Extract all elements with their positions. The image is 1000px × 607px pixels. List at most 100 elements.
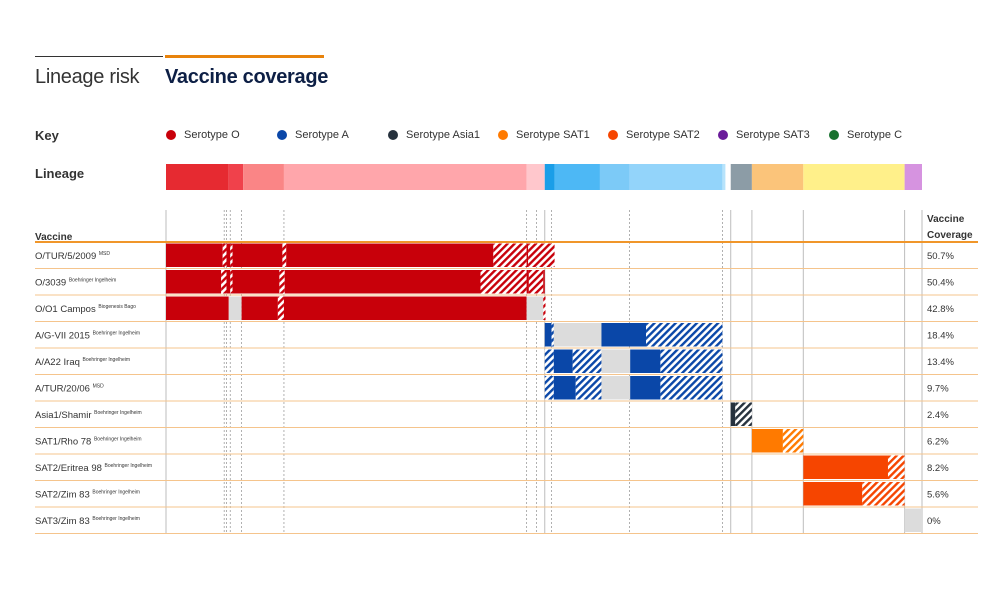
- coverage-segment: [630, 376, 661, 400]
- manufacturer-label: Biogenesis Bago: [98, 304, 136, 310]
- manufacturer-label: Boehringer Ingelheim: [94, 437, 142, 443]
- coverage-segment: [544, 323, 552, 347]
- vaccine-label: A/A22 Iraq Boehringer Ingelheim: [35, 357, 130, 368]
- coverage-segment: [803, 455, 888, 479]
- coverage-value: 50.7%: [927, 251, 954, 262]
- tab-vaccine-coverage[interactable]: Vaccine coverage: [165, 66, 329, 88]
- key-label: Serotype C: [847, 129, 903, 141]
- lineage-segment: [544, 164, 555, 190]
- key-item-serotype-c: Serotype C: [829, 128, 902, 142]
- key-item-serotype-sat1: Serotype SAT1: [498, 128, 590, 142]
- table-row: O/3039 Boehringer Ingelheim 50.4%: [35, 270, 954, 294]
- vaccine-label: A/TUR/20/06 MSD: [35, 384, 104, 395]
- lineage-title: Lineage: [35, 166, 85, 181]
- vaccine-label: O/O1 Campos Biogenesis Bago: [35, 304, 136, 315]
- key-label: Serotype A: [295, 129, 349, 141]
- manufacturer-label: Boehringer Ingelheim: [93, 331, 141, 337]
- coverage-segment: [226, 270, 231, 294]
- key-item-serotype-sat3: Serotype SAT3: [718, 128, 810, 142]
- key-item-serotype-sat2: Serotype SAT2: [608, 128, 700, 142]
- lineage-segment: [554, 164, 600, 190]
- key-dot-icon: [829, 130, 839, 140]
- manufacturer-label: Boehringer Ingelheim: [83, 357, 131, 363]
- key-label: Serotype SAT3: [736, 129, 810, 141]
- coverage-segment: [551, 323, 554, 347]
- coverage-segment: [528, 270, 544, 294]
- coverage-segment: [544, 349, 554, 373]
- coverage-segment: [166, 243, 223, 267]
- key-dot-icon: [166, 130, 176, 140]
- coverage-segment: [575, 376, 602, 400]
- lineage-segment: [904, 164, 922, 190]
- coverage-segment: [730, 402, 736, 426]
- coverage-segment: [286, 243, 494, 267]
- table-row: SAT2/Eritrea 98 Boehringer Ingelheim 8.2%: [35, 455, 949, 479]
- coverage-segment: [553, 376, 576, 400]
- tab-rule-lineage-risk: [35, 56, 163, 57]
- vaccine-label: SAT3/Zim 83 Boehringer Ingelheim: [35, 516, 140, 527]
- key-dot-icon: [388, 130, 398, 140]
- coverage-value: 42.8%: [927, 304, 954, 315]
- table-row: A/G-VII 2015 Boehringer Ingelheim 18.4%: [35, 323, 954, 347]
- coverage-segment: [601, 349, 631, 373]
- coverage-value: 5.6%: [927, 490, 949, 501]
- manufacturer-label: Boehringer Ingelheim: [105, 463, 153, 469]
- lineage-segment: [722, 164, 726, 190]
- lineage-segment: [725, 164, 731, 190]
- vaccine-label: O/3039 Boehringer Ingelheim: [35, 278, 116, 289]
- coverage-segment: [904, 508, 922, 532]
- coverage-segment: [543, 296, 546, 320]
- key-label: Serotype O: [184, 129, 240, 141]
- coverage-segment: [601, 376, 631, 400]
- vaccine-label: SAT2/Eritrea 98 Boehringer Ingelheim: [35, 463, 152, 474]
- vaccine-label: SAT1/Rho 78 Boehringer Ingelheim: [35, 437, 142, 448]
- coverage-segment: [282, 243, 287, 267]
- coverage-segment: [646, 323, 723, 347]
- coverage-segment: [543, 270, 545, 294]
- coverage-segment: [284, 270, 481, 294]
- coverage-segment: [166, 296, 229, 320]
- tab-lineage-risk[interactable]: Lineage risk: [35, 66, 140, 88]
- lineage-segment: [751, 164, 804, 190]
- coverage-value: 8.2%: [927, 463, 949, 474]
- key-title: Key: [35, 128, 59, 143]
- coverage-segment: [553, 349, 573, 373]
- coverage-segment: [480, 270, 527, 294]
- table-row: A/TUR/20/06 MSD 9.7%: [35, 376, 949, 400]
- key-item-serotype-o: Serotype O: [166, 128, 240, 142]
- vaccine-label: Asia1/Shamir Boehringer Ingelheim: [35, 410, 142, 421]
- table-row: A/A22 Iraq Boehringer Ingelheim 13.4%: [35, 349, 954, 373]
- coverage-segment: [660, 376, 723, 400]
- coverage-segment: [232, 243, 283, 267]
- table-row: O/TUR/5/2009 MSD 50.7%: [35, 243, 954, 267]
- lineage-segment: [166, 164, 229, 190]
- table-row: Asia1/Shamir Boehringer Ingelheim 2.4%: [35, 402, 949, 426]
- lineage-segment: [283, 164, 527, 190]
- coverage-value: 9.7%: [927, 384, 949, 395]
- coverage-value: 6.2%: [927, 437, 949, 448]
- coverage-value: 50.4%: [927, 278, 954, 289]
- table-row: O/O1 Campos Biogenesis Bago 42.8%: [35, 296, 954, 320]
- coverage-segment: [526, 243, 529, 267]
- coverage-segment: [166, 270, 222, 294]
- manufacturer-label: Boehringer Ingelheim: [92, 516, 140, 522]
- coverage-segment: [553, 323, 602, 347]
- coverage-segment: [544, 376, 554, 400]
- coverage-segment: [493, 243, 527, 267]
- coverage-segment: [277, 296, 284, 320]
- coverage-value: 13.4%: [927, 357, 954, 368]
- coverage-column-header: Coverage: [927, 230, 973, 241]
- lineage-segment: [526, 164, 545, 190]
- key-dot-icon: [608, 130, 618, 140]
- lineage-segment: [803, 164, 905, 190]
- key-dot-icon: [718, 130, 728, 140]
- manufacturer-label: Boehringer Ingelheim: [94, 410, 142, 416]
- key-label: Serotype SAT2: [626, 129, 700, 141]
- coverage-value: 18.4%: [927, 331, 954, 342]
- key-item-serotype-a: Serotype A: [277, 128, 349, 142]
- coverage-segment: [630, 349, 661, 373]
- lineage-bar: [166, 164, 922, 190]
- coverage-value: 2.4%: [927, 410, 949, 421]
- coverage-segment: [230, 270, 233, 294]
